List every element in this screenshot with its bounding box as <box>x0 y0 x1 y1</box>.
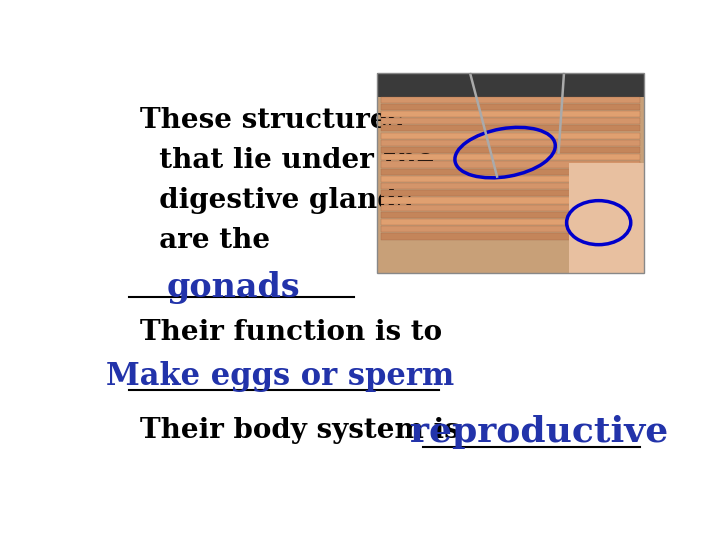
Bar <box>381 183 640 189</box>
Bar <box>381 118 640 124</box>
Bar <box>381 226 640 232</box>
Bar <box>381 147 640 153</box>
Text: are the: are the <box>140 227 271 254</box>
Bar <box>381 212 640 218</box>
Text: that lie under the: that lie under the <box>140 147 435 174</box>
Bar <box>381 161 640 167</box>
Bar <box>381 205 640 211</box>
Text: reproductive: reproductive <box>410 415 669 449</box>
Text: These structures: These structures <box>140 107 404 134</box>
Text: gonads: gonads <box>166 271 300 304</box>
Bar <box>381 104 640 110</box>
Text: Their function is to: Their function is to <box>140 319 443 346</box>
Bar <box>377 72 644 273</box>
Bar <box>381 125 640 131</box>
Bar <box>381 132 640 139</box>
Bar <box>377 72 644 97</box>
Bar <box>377 72 644 273</box>
Bar <box>381 198 640 204</box>
Bar <box>570 163 644 273</box>
Bar <box>381 219 640 225</box>
Text: Their body system is: Their body system is <box>140 417 469 444</box>
Text: Make eggs or sperm: Make eggs or sperm <box>106 361 454 392</box>
Bar <box>381 176 640 182</box>
Bar <box>381 111 640 117</box>
Bar <box>381 154 640 160</box>
Text: digestive glands: digestive glands <box>140 187 413 214</box>
Bar <box>381 233 640 240</box>
Bar <box>381 140 640 146</box>
Bar <box>381 168 640 175</box>
Bar <box>381 97 640 103</box>
Bar <box>381 190 640 197</box>
